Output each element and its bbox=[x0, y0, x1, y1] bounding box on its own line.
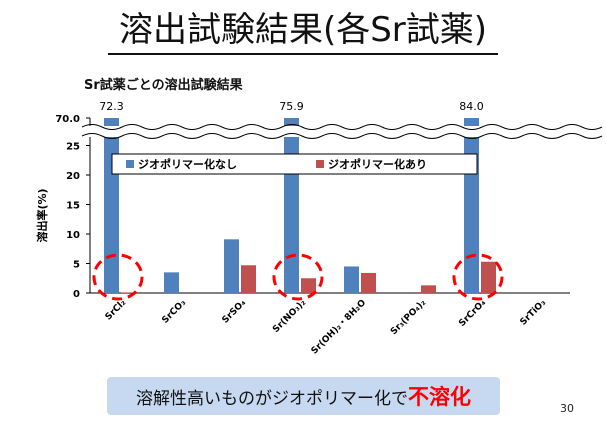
y-tick-label: 25 bbox=[66, 142, 80, 153]
dissolution-bar-chart: 0 5 10 15 20 25 70.0 溶出率(%) 72.3 75.9 84.0 SrCl₂ SrC… bbox=[35, 100, 603, 357]
highlight-circle bbox=[92, 253, 144, 301]
axis-break-band bbox=[82, 126, 578, 137]
overflow-value-label: 75.9 bbox=[279, 100, 304, 113]
bar-with-geopolymer bbox=[481, 261, 496, 293]
x-tick-label: Sr(OH)₂・8H₂O bbox=[310, 298, 369, 357]
y-tick-label: 5 bbox=[73, 260, 80, 271]
bar-with-geopolymer bbox=[301, 278, 316, 293]
y-tick-label: 15 bbox=[66, 201, 80, 212]
legend-swatch bbox=[316, 160, 324, 168]
conclusion-emphasis: 不溶化 bbox=[408, 385, 471, 409]
y-tick-label: 10 bbox=[66, 230, 80, 241]
legend-label: ジオポリマー化なし bbox=[138, 157, 237, 171]
x-tick-label: SrCO₃ bbox=[160, 298, 188, 326]
bar-without-geopolymer bbox=[224, 239, 239, 293]
overflow-value-label: 72.3 bbox=[99, 100, 124, 113]
x-tick-label: SrTiO₃ bbox=[519, 298, 549, 328]
y-tick-label: 0 bbox=[73, 289, 80, 300]
y-tick-label: 20 bbox=[66, 171, 80, 182]
bar-without-geopolymer bbox=[284, 118, 299, 293]
bar-without-geopolymer bbox=[164, 272, 179, 293]
chart-title: Sr試薬ごとの溶出試験結果 bbox=[84, 78, 243, 93]
title-underline bbox=[108, 53, 498, 55]
conclusion-box: 溶解性高いものがジオポリマー化で 不溶化 bbox=[107, 377, 500, 415]
highlight-circle bbox=[272, 253, 324, 301]
x-tick-label: SrCl₂ bbox=[104, 298, 128, 322]
legend-swatch bbox=[126, 160, 134, 168]
page-number: 30 bbox=[560, 402, 574, 415]
axis-break-line bbox=[81, 133, 603, 139]
x-tick-label: Sr₃(PO₄)₂ bbox=[389, 298, 428, 337]
bar-with-geopolymer bbox=[241, 265, 256, 293]
bar-with-geopolymer bbox=[421, 285, 436, 293]
bar-without-geopolymer bbox=[104, 118, 119, 293]
slide-title: 溶出試験結果(各Sr試薬) bbox=[118, 10, 488, 50]
bar-with-geopolymer bbox=[121, 292, 136, 293]
highlight-circle bbox=[452, 253, 504, 301]
axis-break-line bbox=[81, 124, 603, 130]
y-axis-label: 溶出率(%) bbox=[35, 188, 49, 242]
x-tick-label: Sr(NO₃)₂ bbox=[271, 298, 308, 335]
x-tick-label: SrCrO₄ bbox=[457, 298, 488, 329]
bar-with-geopolymer bbox=[361, 272, 376, 293]
y-tick-label: 70.0 bbox=[55, 114, 80, 125]
bar-without-geopolymer bbox=[464, 118, 479, 293]
legend-box bbox=[111, 153, 478, 175]
x-tick-label: SrSO₄ bbox=[221, 298, 249, 326]
overflow-value-label: 84.0 bbox=[459, 100, 484, 113]
legend-label: ジオポリマー化あり bbox=[328, 157, 427, 171]
bar-without-geopolymer bbox=[344, 266, 359, 293]
conclusion-text: 溶解性高いものがジオポリマー化で bbox=[136, 388, 408, 409]
